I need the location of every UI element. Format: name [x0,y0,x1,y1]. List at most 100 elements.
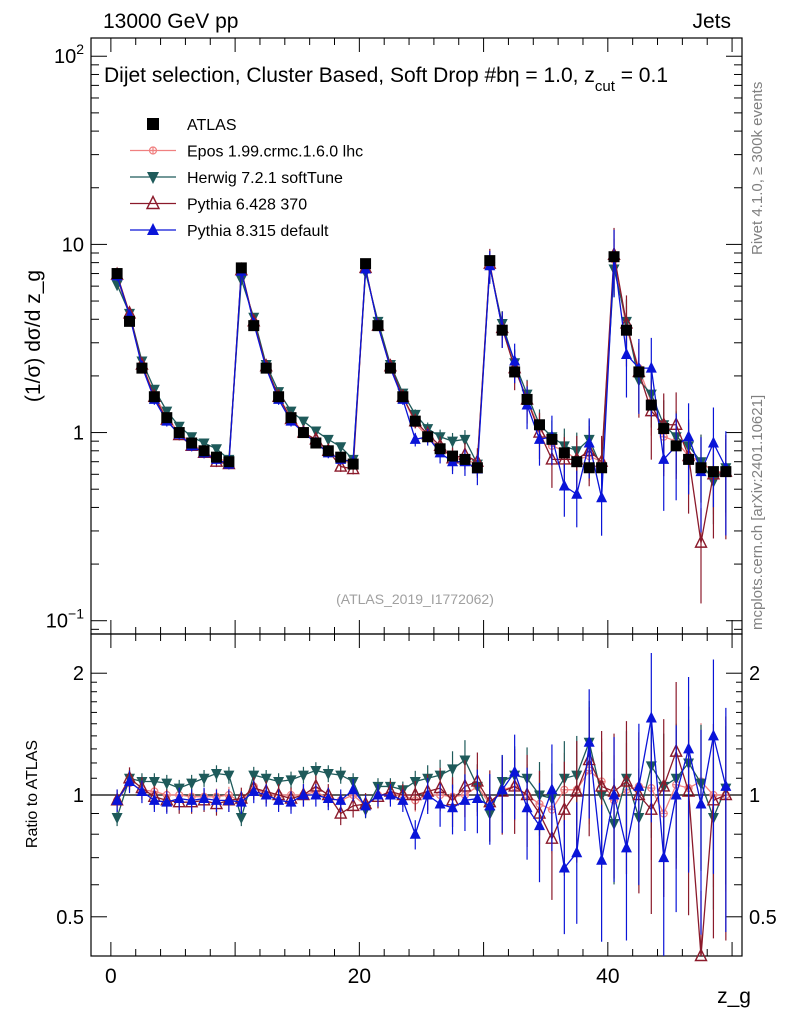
ratio-y-tick-label: 2 [73,663,84,685]
data-point-herwig [198,438,210,450]
ratio-point-pythia8 [173,792,185,804]
ratio-line-pythia6 [116,749,727,957]
ratio-point-pythia6 [570,783,584,797]
ratio-layer [110,652,733,962]
x-tick-label: 40 [596,965,619,988]
ratio-point-pythia8 [372,788,384,800]
ratio-y-tick-label: 0.5 [56,907,84,929]
ratio-point-pythia6 [619,773,634,787]
ratio-point-pythia8 [111,793,123,805]
data-point-atlas [546,433,558,445]
ratio-line-herwig [116,740,727,826]
data-point-atlas [645,399,657,411]
data-point-pythia8 [509,354,521,366]
ratio-point-pythia8 [148,793,160,805]
ratio-point-pythia8 [384,788,396,800]
series-layer [110,227,733,604]
data-point-atlas [409,415,421,427]
ratio-point-pythia8 [571,846,583,858]
series-atlas [111,251,732,478]
ratio-point-pythia8 [720,779,732,791]
ratio-point-pythia8 [521,801,533,813]
data-point-atlas [596,462,608,474]
data-point-atlas [372,320,384,332]
ratio-point-herwig [210,769,222,781]
ratio-point-pythia8 [335,793,347,805]
data-point-atlas [683,453,695,465]
data-point-atlas [608,251,620,263]
ratio-point-pythia6 [346,797,360,812]
data-point-atlas [620,324,632,336]
x-axis-label: z_g [717,985,751,1008]
ratio-point-herwig [148,776,160,788]
ratio-point-pythia8 [223,793,235,805]
ratio-point-herwig [235,812,247,824]
data-point-atlas [148,391,160,403]
ratio-point-herwig [198,773,210,785]
data-point-atlas [695,462,707,474]
legend-label: Herwig 7.2.1 softTune [187,170,343,187]
ratio-point-pythia8 [235,795,247,807]
ratio-point-pythia8 [124,774,136,786]
data-point-atlas [161,412,173,424]
data-point-pythia8 [409,432,421,444]
collision-label: 13000 GeV pp [103,10,238,33]
ratio-y-tick-label-right: 0.5 [749,907,777,929]
ratio-point-pythia8 [683,742,695,754]
data-point-pythia8 [645,361,657,373]
ratio-point-pythia8 [471,792,483,804]
x-tick-label: 0 [105,965,117,988]
data-point-herwig [322,434,334,446]
series-pythia6 [110,227,733,604]
ratio-point-pythia8 [422,788,434,800]
legend-marker-epos [148,146,158,155]
data-point-atlas [484,255,496,267]
data-point-atlas [111,268,123,280]
data-point-pythia8 [596,491,608,503]
data-point-atlas [658,423,670,435]
plot-title-sub: cut [595,78,616,95]
ratio-point-pythia8 [198,792,210,804]
data-point-atlas [633,366,645,378]
data-point-atlas [571,456,583,468]
ratio-point-pythia8 [322,792,334,804]
legend-marker-atlas [147,118,159,130]
ratio-point-pythia8 [447,801,459,813]
data-point-atlas [273,391,285,403]
data-point-pythia8 [658,452,670,464]
data-point-atlas [707,466,719,478]
y-tick-label: 102 [54,41,84,68]
legend-item-atlas: ATLAS [147,117,237,134]
ratio-point-pythia8 [695,797,707,809]
data-point-atlas [124,315,136,327]
ratio-point-herwig [186,778,198,790]
analysis-watermark: (ATLAS_2019_I1772062) [336,591,494,607]
ratio-point-pythia8 [596,853,608,865]
y-axis-label-text: (1/σ) dσ/d z_g [22,270,45,402]
ratio-point-herwig [322,769,334,781]
ratio-point-herwig [161,778,173,790]
data-point-atlas [297,427,309,439]
ratio-point-pythia8 [409,827,421,839]
data-point-pythia8 [533,432,545,444]
data-point-atlas [720,466,732,478]
ratio-y-tick-label: 1 [73,785,84,807]
series-pythia8 [111,229,732,536]
ratio-point-herwig [248,770,260,782]
ratio-point-pythia8 [273,793,285,805]
ratio-point-herwig [310,765,322,777]
legend-label: Epos 1.99.crmc.1.6.0 lhc [187,144,363,161]
legend-marker-pythia6 [145,194,161,210]
plot-title-tail: = 0.1 [615,64,668,87]
ratio-point-pythia6 [594,778,609,792]
legend-item-epos: Epos 1.99.crmc.1.6.0 lhc [130,144,363,161]
y-tick-label: 1 [73,423,84,445]
data-point-atlas [434,443,446,455]
y-tick-label: 10 [62,234,84,256]
analysis-type-label: Jets [692,10,731,33]
data-point-atlas [285,412,297,424]
legend-label: Pythia 6.428 370 [187,197,307,214]
data-point-atlas [248,320,260,332]
data-point-atlas [223,456,235,468]
ratio-point-pythia6 [334,805,348,819]
